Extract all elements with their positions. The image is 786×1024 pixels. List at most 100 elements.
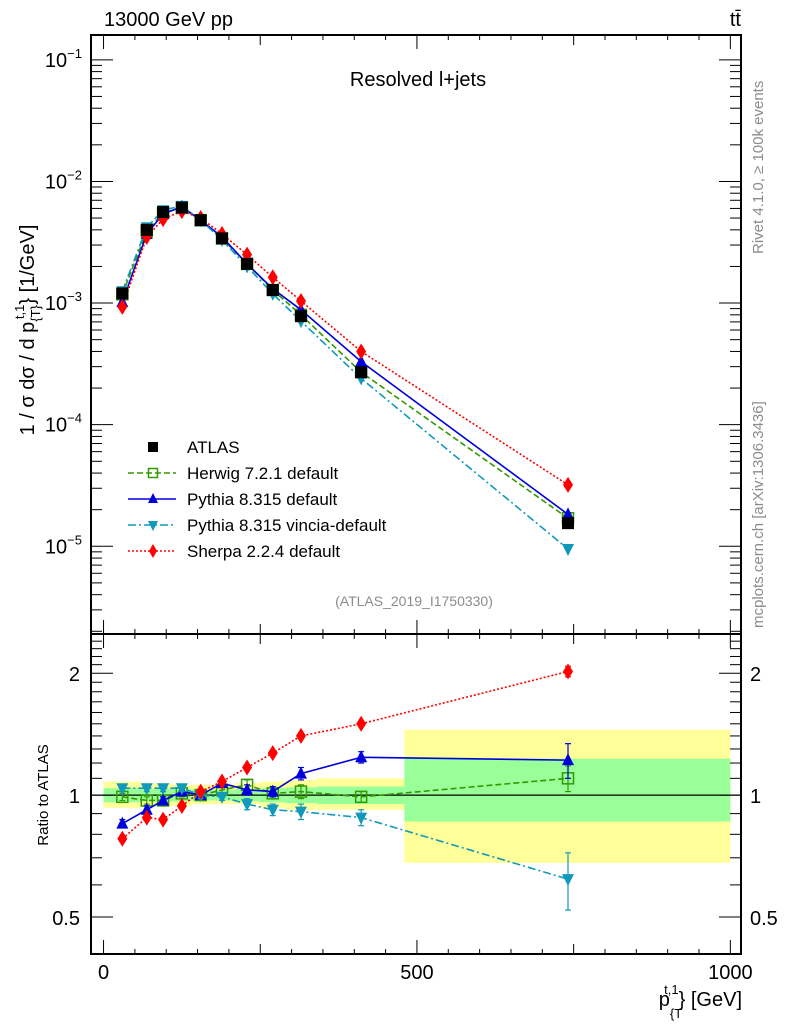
main-axes: 10−1 10−2 10−3 10−4 10−5 <box>45 34 742 635</box>
legend-marker <box>148 493 158 503</box>
data-point <box>158 811 169 828</box>
data-point <box>563 476 574 493</box>
data-point <box>241 799 254 812</box>
data-point <box>354 790 368 804</box>
series-atlas <box>116 201 575 530</box>
data-point <box>175 201 188 214</box>
x-axis-title: p{Tt,1} [GeV] <box>659 982 742 1021</box>
data-point <box>266 284 279 297</box>
legend-item: Pythia 8.315 vincia-default <box>128 516 387 535</box>
series-pythia-8-315-default <box>116 199 575 520</box>
y-tick-label: 10−1 <box>45 46 82 72</box>
x-tick-label: 500 <box>400 962 433 984</box>
data-point <box>355 750 368 763</box>
data-point <box>562 543 575 556</box>
legend-label: Sherpa 2.2.4 default <box>187 542 340 561</box>
main-series <box>116 199 575 556</box>
ratio-y-tick-label: 1 <box>69 786 80 808</box>
data-point <box>148 493 158 503</box>
data-point <box>294 310 307 323</box>
ratio-y-tick-label-right: 1 <box>750 786 761 808</box>
ratio-y-tick-label-right: 2 <box>750 664 761 686</box>
legend-label: ATLAS <box>187 438 240 457</box>
data-point <box>147 467 159 479</box>
data-point <box>140 802 153 815</box>
data-point <box>116 783 129 796</box>
legend-marker <box>148 442 158 452</box>
data-point <box>294 806 307 819</box>
ratio-series <box>116 663 575 911</box>
legend-item: Herwig 7.2.1 default <box>128 464 338 483</box>
main-title: Resolved l+jets <box>350 69 486 91</box>
analysis-tag: (ATLAS_2019_I1750330) <box>335 593 493 609</box>
data-point <box>295 292 306 309</box>
main-y-axis-title: 1 / σ dσ / d p{T}t,1} [1/GeV] <box>12 225 43 436</box>
legend-item: Pythia 8.315 default <box>128 490 338 509</box>
data-point <box>117 298 128 315</box>
rivet-note: Rivet 4.1.0, ≥ 100k events <box>750 81 767 254</box>
data-point <box>294 785 308 798</box>
data-point <box>148 521 158 531</box>
data-point <box>157 206 170 219</box>
data-point <box>267 269 278 286</box>
ratio-series-sherpa-2-2-4-default <box>117 663 574 847</box>
svg-text:1 / σ dσ / d p{T}t,1} [1/GeV]: 1 / σ dσ / d p{T}t,1} [1/GeV] <box>12 225 43 436</box>
data-point <box>140 223 153 236</box>
data-point <box>157 783 170 796</box>
legend-item: Sherpa 2.2.4 default <box>128 542 340 561</box>
ratio-y-tick-label: 2 <box>69 664 80 686</box>
y-tick-label: 10−2 <box>45 167 82 193</box>
legend-item: ATLAS <box>148 438 240 457</box>
data-point <box>157 793 170 806</box>
data-point <box>355 354 368 367</box>
y-tick-label: 10−4 <box>45 411 82 437</box>
data-point <box>356 343 367 360</box>
data-point <box>562 517 575 530</box>
mcplots-note: mcplots.cern.ch [arXiv:1306.3436] <box>750 401 767 628</box>
legend-label: Pythia 8.315 default <box>187 490 338 509</box>
data-point <box>563 663 574 680</box>
data-point <box>242 759 253 776</box>
legend-marker <box>147 467 159 479</box>
data-point <box>266 784 279 797</box>
data-point <box>216 232 229 245</box>
data-point <box>117 830 128 847</box>
data-point <box>176 797 187 814</box>
data-point <box>140 783 153 796</box>
ratio-series-pythia-8-315-vincia-default <box>116 783 575 911</box>
ratio-y-axis-title: Ratio to ATLAS <box>35 744 52 845</box>
data-point <box>356 715 367 732</box>
data-point <box>266 804 279 817</box>
ratio-y-tick-label: 0.5 <box>52 908 80 930</box>
data-point <box>241 257 254 270</box>
legend-label: Pythia 8.315 vincia-default <box>187 516 387 535</box>
x-tick-label: 0 <box>98 962 109 984</box>
data-point <box>217 773 228 790</box>
data-point <box>216 791 229 804</box>
data-point <box>562 507 575 520</box>
data-point <box>195 783 206 800</box>
series-pythia-8-315-vincia-default <box>116 200 575 556</box>
beam-energy-label: 13000 GeV pp <box>104 9 233 31</box>
data-point <box>194 214 207 227</box>
data-point <box>267 745 278 762</box>
data-point <box>562 753 575 766</box>
data-point <box>562 874 575 887</box>
data-point <box>148 442 158 452</box>
stat-uncertainty-band <box>404 758 731 822</box>
data-point <box>116 287 129 300</box>
y-tick-label: 10−3 <box>45 289 82 315</box>
data-point <box>149 544 157 558</box>
data-point <box>295 727 306 744</box>
legend-marker <box>148 521 158 531</box>
data-point <box>294 766 307 779</box>
legend-marker <box>149 544 157 558</box>
process-label: tt̄ <box>730 9 742 31</box>
ratio-y-tick-label-right: 0.5 <box>750 908 778 930</box>
data-point <box>241 782 254 795</box>
ratio-axes: 0 500 1000 0.5 0.5 1 1 2 2 <box>52 35 778 984</box>
legend: ATLAS Herwig 7.2.1 default Pythia 8.315 de… <box>128 438 387 561</box>
ratio-frame <box>90 633 742 955</box>
svg-text:p{Tt,1} [GeV]: p{Tt,1} [GeV] <box>659 982 742 1021</box>
